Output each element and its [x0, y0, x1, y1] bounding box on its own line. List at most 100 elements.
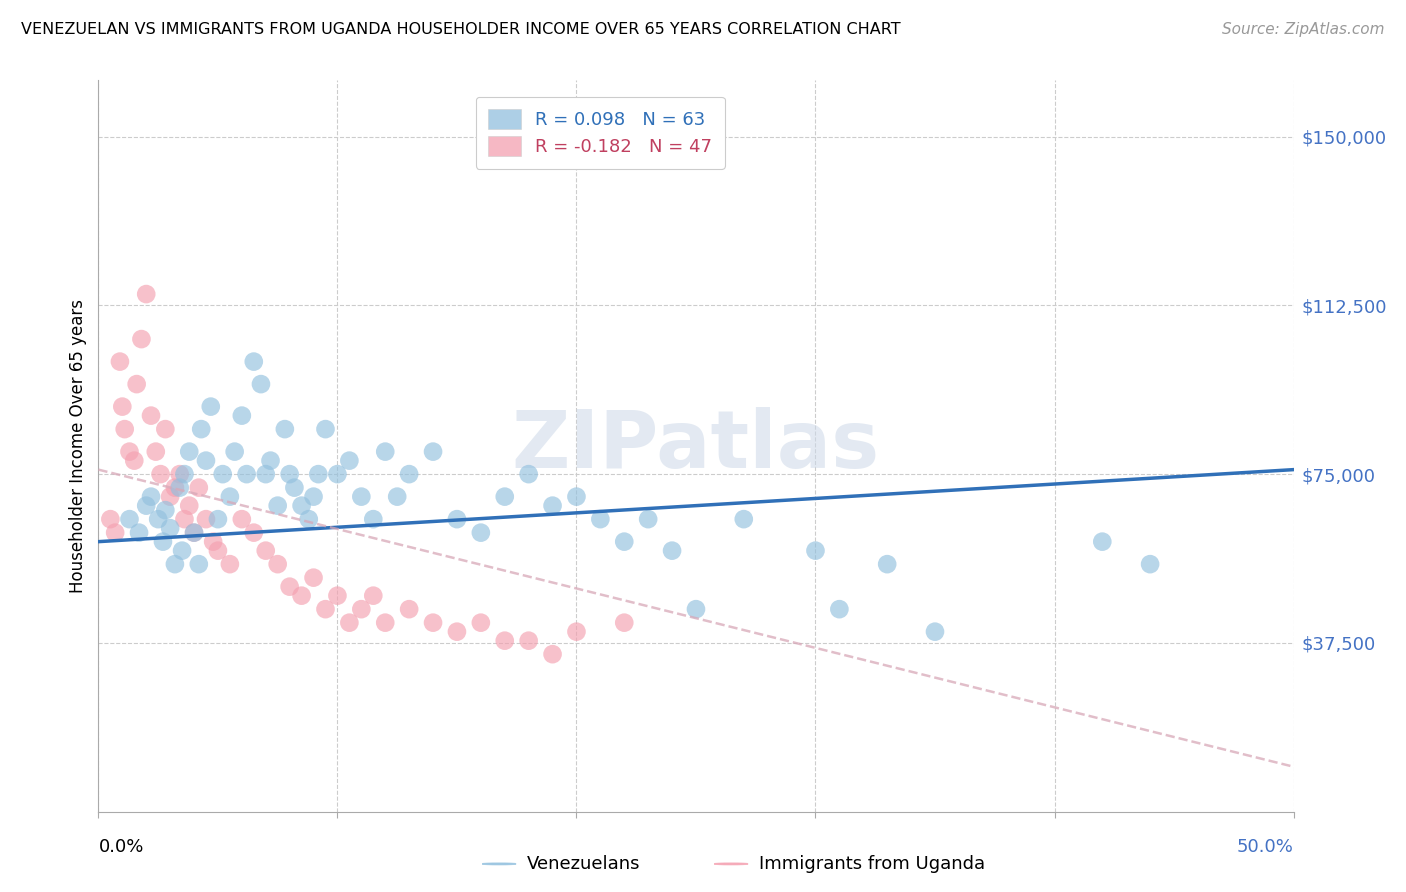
Point	[104, 525, 127, 540]
Point	[173, 512, 195, 526]
Point	[124, 453, 146, 467]
Point	[259, 453, 281, 467]
Point	[190, 422, 212, 436]
Text: Source: ZipAtlas.com: Source: ZipAtlas.com	[1222, 22, 1385, 37]
Point	[307, 467, 329, 482]
Legend: R = 0.098   N = 63, R = -0.182   N = 47: R = 0.098 N = 63, R = -0.182 N = 47	[475, 96, 725, 169]
Point	[326, 467, 349, 482]
Point	[135, 287, 157, 301]
Point	[291, 589, 314, 603]
Point	[145, 444, 167, 458]
Point	[148, 512, 170, 526]
Point	[267, 499, 290, 513]
Point	[231, 409, 253, 423]
Point	[254, 467, 277, 482]
Point	[339, 453, 360, 467]
Point	[733, 512, 755, 526]
Point	[374, 615, 396, 630]
Point	[211, 467, 233, 482]
Point	[302, 490, 325, 504]
Point	[1091, 534, 1114, 549]
Point	[179, 444, 201, 458]
Point	[398, 602, 420, 616]
Circle shape	[714, 863, 748, 864]
Text: VENEZUELAN VS IMMIGRANTS FROM UGANDA HOUSEHOLDER INCOME OVER 65 YEARS CORRELATIO: VENEZUELAN VS IMMIGRANTS FROM UGANDA HOU…	[21, 22, 901, 37]
Point	[250, 377, 273, 392]
Point	[350, 490, 373, 504]
Point	[114, 422, 136, 436]
Point	[108, 354, 131, 368]
Point	[828, 602, 851, 616]
Point	[274, 422, 297, 436]
Point	[267, 557, 290, 571]
Text: Immigrants from Uganda: Immigrants from Uganda	[759, 855, 986, 873]
Point	[155, 422, 177, 436]
Point	[422, 444, 444, 458]
Point	[422, 615, 444, 630]
Point	[924, 624, 946, 639]
Point	[179, 499, 201, 513]
Circle shape	[482, 863, 516, 864]
Point	[118, 444, 141, 458]
Point	[315, 422, 337, 436]
Text: 50.0%: 50.0%	[1237, 838, 1294, 856]
Point	[470, 615, 492, 630]
Point	[541, 499, 564, 513]
Point	[149, 467, 172, 482]
Point	[278, 580, 301, 594]
Point	[541, 647, 564, 661]
Point	[159, 521, 181, 535]
Point	[231, 512, 253, 526]
Point	[131, 332, 153, 346]
Point	[139, 409, 162, 423]
Point	[202, 534, 225, 549]
Point	[565, 624, 588, 639]
Point	[326, 589, 349, 603]
Point	[159, 490, 181, 504]
Point	[200, 400, 222, 414]
Point	[118, 512, 141, 526]
Point	[494, 633, 516, 648]
Point	[613, 615, 636, 630]
Point	[661, 543, 683, 558]
Point	[183, 525, 205, 540]
Point	[187, 481, 209, 495]
Text: Venezuelans: Venezuelans	[527, 855, 641, 873]
Point	[111, 400, 134, 414]
Point	[219, 490, 242, 504]
Point	[187, 557, 209, 571]
Point	[470, 525, 492, 540]
Point	[374, 444, 396, 458]
Point	[298, 512, 321, 526]
Y-axis label: Householder Income Over 65 years: Householder Income Over 65 years	[69, 299, 87, 593]
Point	[207, 543, 229, 558]
Point	[1139, 557, 1161, 571]
Point	[494, 490, 516, 504]
Point	[589, 512, 612, 526]
Point	[152, 534, 174, 549]
Point	[128, 525, 150, 540]
Point	[876, 557, 898, 571]
Point	[194, 512, 218, 526]
Point	[613, 534, 636, 549]
Point	[207, 512, 229, 526]
Point	[517, 633, 540, 648]
Point	[194, 453, 218, 467]
Point	[446, 624, 468, 639]
Point	[224, 444, 246, 458]
Point	[446, 512, 468, 526]
Point	[243, 354, 266, 368]
Point	[173, 467, 195, 482]
Point	[565, 490, 588, 504]
Text: ZIPatlas: ZIPatlas	[512, 407, 880, 485]
Point	[125, 377, 148, 392]
Point	[385, 490, 409, 504]
Point	[135, 499, 157, 513]
Point	[155, 503, 177, 517]
Point	[804, 543, 827, 558]
Point	[254, 543, 277, 558]
Point	[685, 602, 707, 616]
Point	[291, 499, 314, 513]
Point	[302, 571, 325, 585]
Point	[98, 512, 122, 526]
